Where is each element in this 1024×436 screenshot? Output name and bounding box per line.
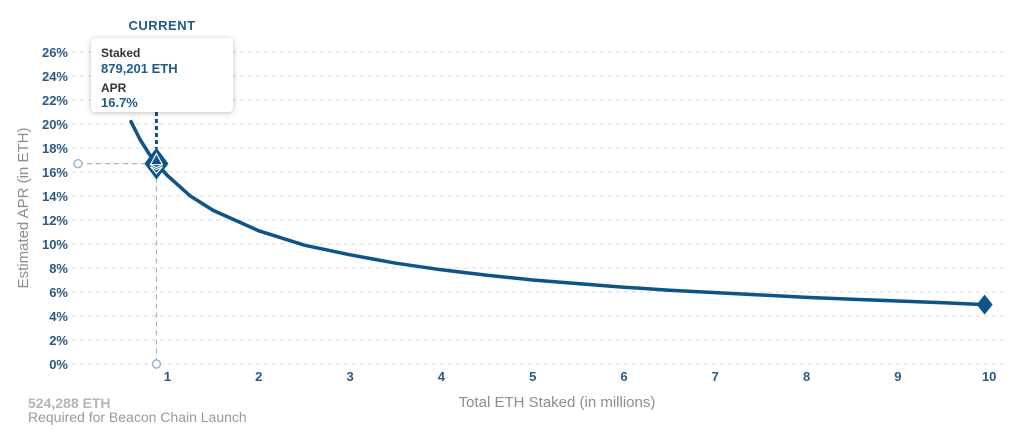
y-tick-label: 10% bbox=[42, 237, 68, 252]
apr-axis-dot bbox=[73, 158, 83, 169]
x-tick-label: 9 bbox=[894, 369, 901, 384]
staked-axis-dot bbox=[151, 359, 162, 369]
x-tick-label: 4 bbox=[438, 369, 446, 384]
y-tick-label: 6% bbox=[49, 285, 68, 300]
x-tick-label: 8 bbox=[803, 369, 810, 384]
x-tick-label: 3 bbox=[346, 369, 353, 384]
current-guides bbox=[73, 112, 162, 369]
launch-requirement-caption: Required for Beacon Chain Launch bbox=[28, 409, 247, 425]
x-tick-label: 6 bbox=[620, 369, 627, 384]
ethereum-icon bbox=[149, 152, 164, 175]
tooltip-apr-value: 16.7% bbox=[101, 95, 138, 110]
markers bbox=[144, 147, 993, 315]
y-tick-label: 18% bbox=[42, 141, 68, 156]
x-tick-label: 1 bbox=[164, 369, 171, 384]
y-tick-label: 20% bbox=[42, 117, 68, 132]
y-tick-label: 2% bbox=[49, 333, 68, 348]
current-label: CURRENT bbox=[128, 18, 195, 33]
current-marker bbox=[144, 147, 169, 180]
x-axis-ticks: 1 2 3 4 5 6 7 8 9 10 bbox=[164, 369, 997, 384]
x-tick-label: 2 bbox=[255, 369, 262, 384]
x-tick-label: 10 bbox=[982, 369, 996, 384]
tooltip-staked-label: Staked bbox=[101, 46, 141, 60]
y-tick-label: 22% bbox=[42, 93, 68, 108]
end-marker bbox=[976, 294, 993, 315]
launch-requirement-value: 524,288 ETH bbox=[28, 395, 111, 411]
y-tick-label: 8% bbox=[49, 261, 68, 276]
x-axis-title: Total ETH Staked (in millions) bbox=[459, 394, 656, 411]
y-tick-label: 12% bbox=[42, 213, 68, 228]
y-tick-label: 16% bbox=[42, 165, 68, 180]
y-axis-title: Estimated APR (in ETH) bbox=[15, 128, 32, 289]
y-tick-label: 14% bbox=[42, 189, 68, 204]
apr-curve bbox=[129, 119, 987, 307]
current-tooltip: Staked 879,201 ETH APR 16.7% bbox=[91, 38, 233, 112]
tooltip-apr-label: APR bbox=[101, 81, 127, 95]
y-tick-label: 26% bbox=[42, 45, 68, 60]
tooltip-staked-value: 879,201 ETH bbox=[101, 61, 178, 76]
y-axis-ticks: 0% 2% 4% 6% 8% 10% 12% 14% 16% 18% 20% 22% 24% 26% bbox=[42, 45, 68, 372]
x-tick-label: 7 bbox=[712, 369, 719, 384]
y-tick-label: 24% bbox=[42, 69, 68, 84]
y-tick-label: 4% bbox=[49, 309, 68, 324]
y-tick-label: 0% bbox=[49, 357, 68, 372]
x-tick-label: 5 bbox=[529, 369, 536, 384]
